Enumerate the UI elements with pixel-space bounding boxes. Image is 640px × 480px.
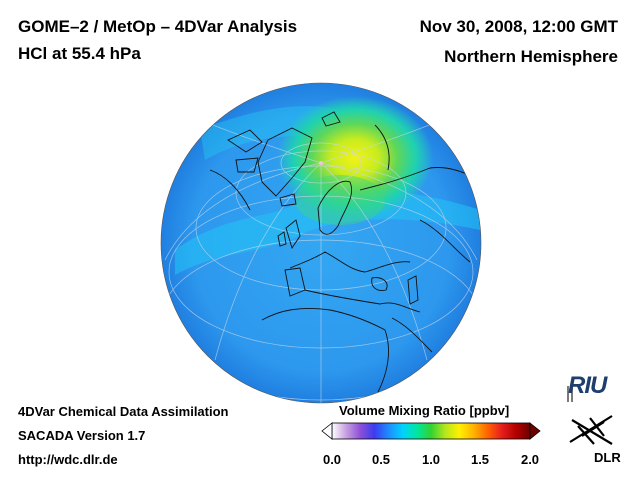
title-line-2: HCl at 55.4 hPa [18, 44, 141, 63]
footer-line-2: SACADA Version 1.7 [18, 428, 146, 443]
footer-url-link[interactable]: http://wdc.dlr.de [18, 452, 118, 467]
dlr-logo-mark [569, 415, 613, 445]
globe [160, 82, 482, 404]
north-pole-marker [319, 161, 323, 165]
colorbar-min-arrow [321, 422, 333, 440]
polar-hcl-maximum [277, 96, 433, 220]
dlr-logo-text: DLR [594, 450, 621, 465]
colorbar-tick-label: 1.5 [470, 452, 490, 467]
graticule [161, 119, 481, 403]
cyan-band [175, 189, 480, 275]
riu-logo: RIU [568, 372, 607, 399]
region-line: Northern Hemisphere [444, 47, 618, 66]
colorbar-tick-label: 0.5 [371, 452, 391, 467]
globe-rim [160, 82, 482, 404]
colorbar-tick-label: 2.0 [520, 452, 540, 467]
riu-logo-mark [567, 382, 573, 402]
colorbar-tick-label: 0.0 [322, 452, 342, 467]
colorbar [321, 422, 541, 440]
title-line-1: GOME–2 / MetOp – 4DVar Analysis [18, 17, 298, 36]
footer-line-1: 4DVar Chemical Data Assimilation [18, 404, 229, 419]
colorbar-tick-label: 1.0 [421, 452, 441, 467]
colorbar-gradient [331, 422, 531, 440]
date-line: Nov 30, 2008, 12:00 GMT [419, 17, 618, 36]
coastlines [209, 111, 476, 393]
colorbar-max-arrow [529, 422, 541, 440]
colorbar-title: Volume Mixing Ratio [ppbv] [339, 403, 510, 418]
